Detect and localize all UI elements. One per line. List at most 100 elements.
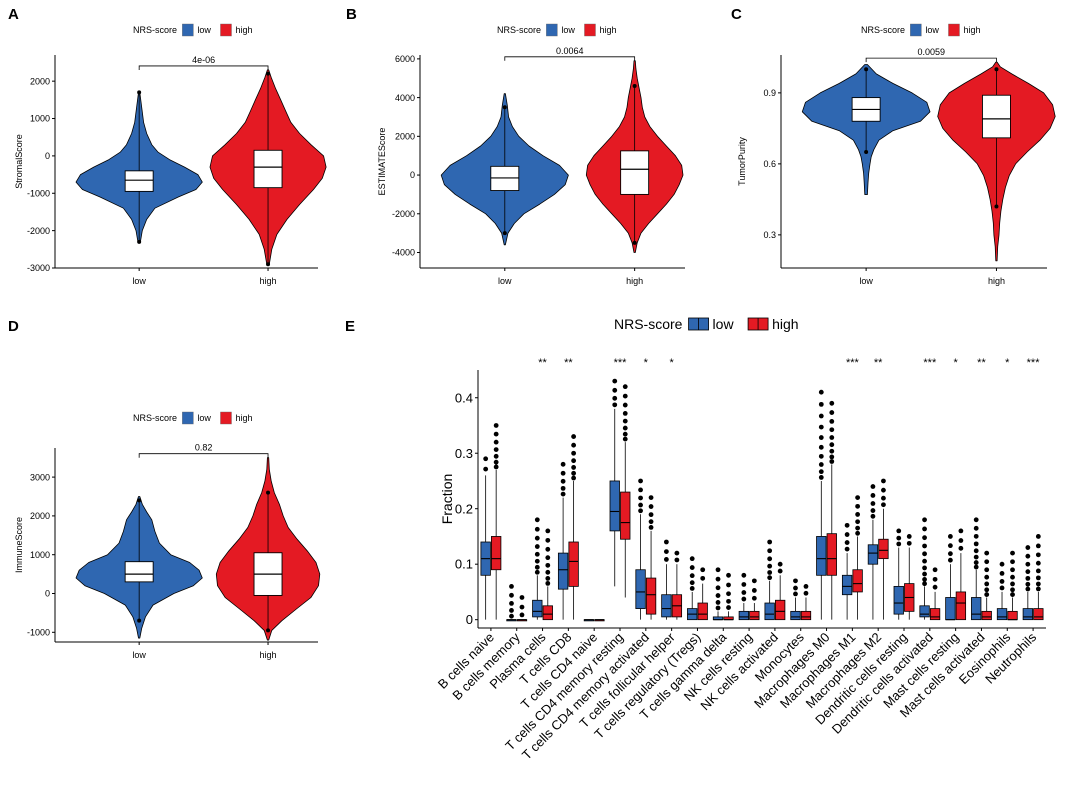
legend-label-high: high — [235, 25, 252, 35]
panel-label: A — [8, 6, 19, 23]
outlier-point — [648, 519, 654, 525]
outlier-point — [999, 585, 1005, 591]
outlier-point — [818, 413, 824, 419]
outlier-point — [984, 559, 990, 565]
outlier-point — [906, 540, 912, 546]
y-tick-label: 0.3 — [763, 230, 776, 240]
outlier-point — [829, 442, 835, 448]
box-low — [867, 544, 879, 565]
box-high — [697, 602, 708, 621]
outlier-point — [864, 67, 869, 72]
legend-label-high: high — [235, 413, 252, 423]
outlier-point — [999, 579, 1005, 584]
outlier-point — [922, 576, 927, 582]
outlier-point — [689, 586, 695, 591]
significance-marker: *** — [923, 357, 937, 369]
y-tick-label: 0 — [45, 151, 50, 161]
outlier-point — [266, 262, 271, 267]
outlier-point — [1035, 534, 1041, 539]
significance-marker: *** — [846, 357, 860, 369]
box-high — [981, 610, 992, 621]
outlier-point — [922, 571, 927, 577]
legend-key-low — [910, 23, 922, 37]
outlier-point — [663, 549, 669, 555]
outlier-point — [1025, 586, 1031, 592]
outlier-point — [984, 592, 990, 597]
outlier-point — [864, 150, 869, 155]
bracket-line — [865, 57, 997, 63]
significance-bracket: 0.0064 — [504, 46, 636, 61]
outlier-point — [844, 532, 850, 537]
outlier-point — [663, 539, 669, 545]
box-low — [1022, 608, 1033, 621]
outlier-point — [741, 590, 747, 595]
p-value-label: 0.82 — [195, 443, 213, 453]
significance-marker: * — [953, 357, 958, 369]
outlier-point — [509, 583, 514, 589]
outlier-point — [726, 605, 731, 610]
box-high — [929, 608, 941, 621]
outlier-point — [715, 576, 721, 582]
outlier-point — [571, 434, 577, 439]
outlier-point — [715, 605, 721, 611]
legend-label-low: low — [197, 413, 211, 423]
legend-title: NRS-score — [497, 25, 541, 35]
box-low — [557, 552, 569, 590]
outlier-point — [509, 592, 514, 598]
y-axis-C: 0.3 0.6 0.9 — [763, 55, 782, 268]
outlier-point — [829, 459, 835, 464]
x-tick-label-low: low — [859, 276, 873, 286]
significance-marker: ** — [564, 357, 573, 369]
outlier-point — [973, 517, 979, 523]
legend-title: NRS-score — [614, 316, 683, 332]
outlier-point — [1035, 581, 1041, 587]
outlier-point — [502, 105, 507, 110]
outlier-point — [1025, 581, 1031, 587]
legend-key-low — [546, 23, 558, 37]
significance-marker: * — [1005, 357, 1010, 369]
outlier-point — [648, 495, 654, 501]
outlier-point — [818, 444, 824, 450]
significance-bracket: 0.0059 — [865, 47, 997, 63]
outlier-point — [870, 508, 876, 513]
outlier-point — [571, 475, 577, 481]
y-tick-label: 6000 — [395, 54, 415, 64]
y-axis-title: TumorPurity — [737, 137, 747, 186]
outlier-point — [855, 512, 861, 517]
legend-C: NRS-score low high — [861, 23, 980, 37]
box-high — [542, 605, 553, 621]
box-high — [878, 538, 889, 560]
legend-label-low: low — [561, 25, 575, 35]
outlier-point — [638, 495, 643, 501]
outlier-point — [622, 436, 628, 442]
outlier-point — [973, 554, 979, 560]
outlier-point — [855, 530, 861, 536]
box-high — [775, 599, 786, 621]
outlier-point — [829, 454, 835, 460]
category-3: T cells CD8** — [517, 357, 579, 687]
outlier-point — [922, 517, 927, 523]
y-tick-label: 0.1 — [455, 557, 473, 572]
outlier-point — [829, 410, 835, 415]
outlier-point — [906, 534, 912, 539]
outlier-point — [844, 540, 850, 545]
significance-marker: *** — [614, 357, 628, 369]
outlier-point — [689, 565, 695, 570]
outlier-point — [870, 513, 876, 519]
outlier-point — [493, 439, 499, 445]
y-tick-label: 2000 — [30, 76, 50, 86]
outlier-point — [818, 469, 824, 475]
significance-marker: ** — [977, 357, 986, 369]
outlier-point — [534, 517, 540, 523]
category-21: Neutrophils*** — [982, 357, 1044, 687]
outlier-point — [715, 567, 721, 573]
box-low — [790, 610, 801, 621]
outlier-point — [777, 561, 783, 567]
outlier-point — [1010, 559, 1015, 565]
box-low — [919, 605, 930, 618]
category-20: Eosinophils* — [956, 357, 1018, 687]
outlier-point — [571, 458, 577, 464]
legend-key-high — [220, 411, 232, 425]
